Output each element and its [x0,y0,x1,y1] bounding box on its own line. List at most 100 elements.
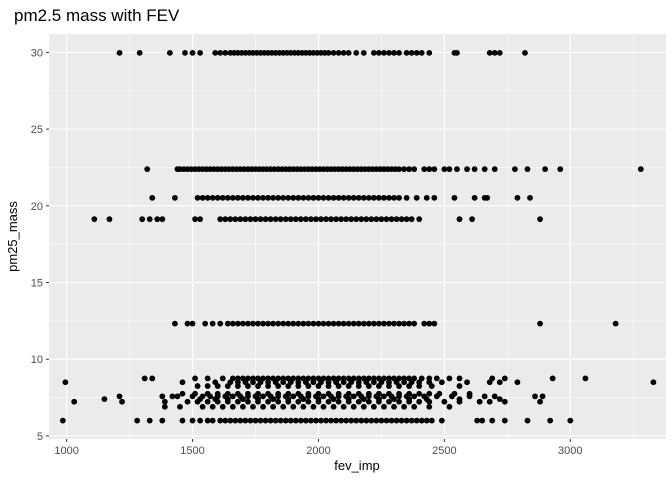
data-point [433,375,440,382]
data-point [386,398,392,405]
data-point [479,417,486,424]
data-point [378,417,385,424]
data-point [345,320,352,327]
y-tick-label: 5 [37,431,43,443]
data-point [373,417,380,424]
data-point [320,194,327,201]
data-point [355,320,362,327]
data-point [71,398,78,405]
data-point [391,403,397,410]
data-point [501,398,508,405]
data-point [338,216,345,223]
data-point [537,216,543,223]
data-point [539,393,546,400]
data-point [501,417,508,424]
data-point [227,216,234,223]
data-point [260,194,266,201]
data-point [224,383,231,389]
data-point [320,320,327,327]
data-point [486,49,493,56]
data-point [416,390,423,397]
data-points [59,49,657,424]
data-point [318,216,324,223]
data-point [441,398,448,405]
data-point [325,383,332,389]
data-point [549,375,556,382]
data-point [305,320,312,327]
data-point [325,194,332,201]
data-point [285,383,292,389]
data-point [464,379,470,386]
data-point [287,216,294,223]
data-point [141,375,148,382]
data-point [433,393,440,400]
x-axis: 1000 1500 2000 2500 3000 [54,439,583,457]
data-point [406,320,413,327]
data-point [396,194,402,201]
data-point [391,396,397,403]
data-point [396,398,402,405]
data-point [396,49,402,56]
data-point [408,417,415,424]
x-axis-title: fev_imp [334,458,380,473]
data-point [406,166,413,173]
data-point [194,194,201,201]
data-point [373,216,380,223]
data-point [229,320,236,327]
x-tick-label: 1500 [180,445,204,457]
data-point [267,216,274,223]
data-point [315,398,322,405]
data-point [491,166,498,173]
data-point [207,393,214,400]
data-point [217,49,224,56]
data-point [272,417,279,424]
data-point [345,194,352,201]
data-point [547,417,554,424]
minor-gridlines [49,34,666,439]
data-point [313,417,319,424]
data-point [481,393,488,400]
data-point [136,49,143,56]
data-point [139,216,146,223]
data-point [396,320,402,327]
data-point [426,390,433,397]
data-point [234,194,241,201]
data-point [189,320,196,327]
data-point [189,393,196,400]
data-point [426,403,433,410]
data-point [194,398,201,405]
data-point [537,320,543,327]
data-point [330,49,337,56]
data-point [466,393,473,400]
data-point [358,216,365,223]
data-point [391,49,397,56]
data-point [305,398,312,405]
data-point [302,417,309,424]
data-point [300,396,307,403]
data-point [446,375,453,382]
data-point [325,49,332,56]
data-point [295,398,302,405]
data-point [295,320,302,327]
data-point [391,320,397,327]
y-axis: 5 10 15 20 25 30 [31,47,49,443]
data-point [418,49,425,56]
data-point [214,194,221,201]
data-point [365,320,372,327]
data-point [456,383,463,389]
data-point [454,49,460,56]
data-point [297,216,304,223]
data-point [537,398,543,405]
data-point [340,403,347,410]
data-point [348,216,355,223]
data-point [177,403,183,410]
data-point [353,216,360,223]
data-point [383,417,390,424]
data-point [376,194,382,201]
data-point [300,403,307,410]
data-point [227,417,234,424]
data-point [358,417,365,424]
data-point [192,216,198,223]
data-point [451,194,458,201]
data-point [209,194,216,201]
